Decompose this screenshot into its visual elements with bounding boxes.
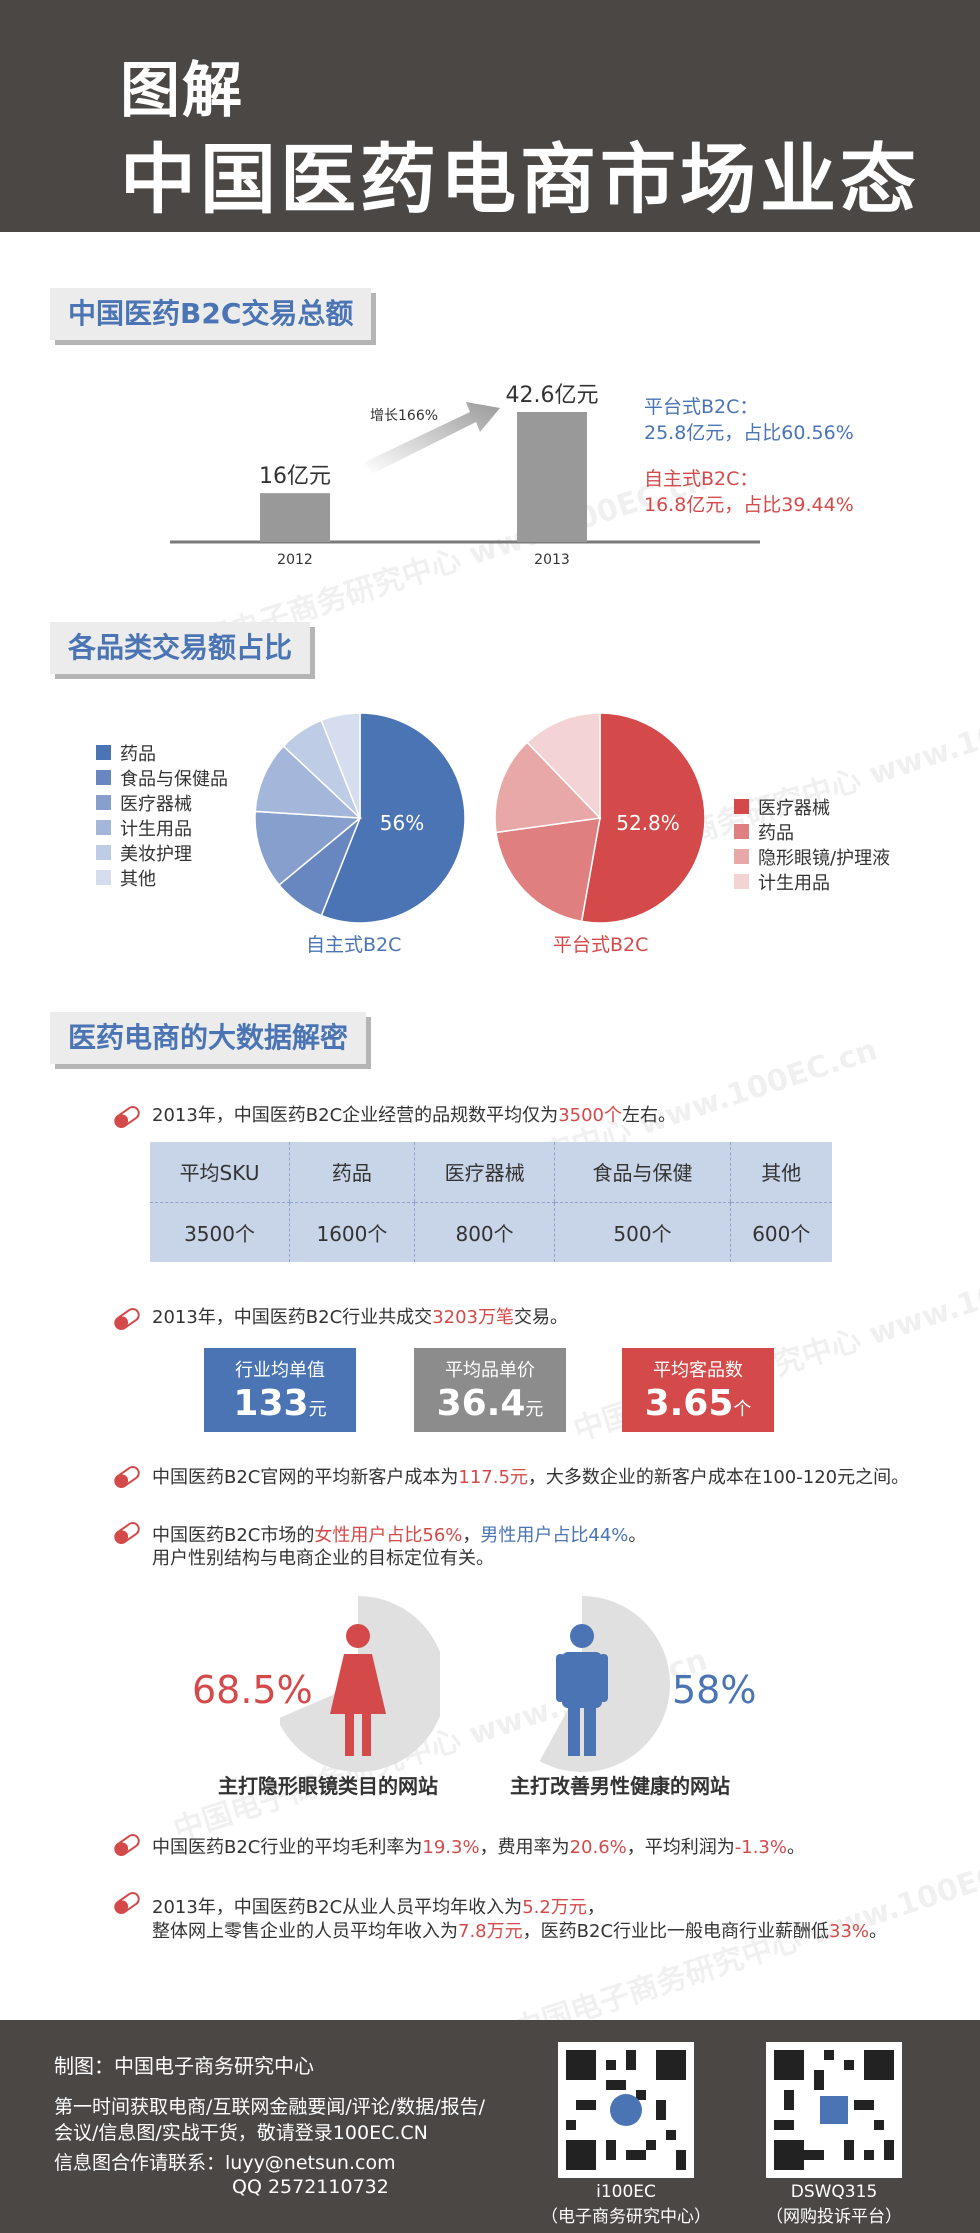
pill-icon xyxy=(114,1307,140,1331)
legend-item: 药品 xyxy=(734,819,890,844)
legend-item: 隐形眼镜/护理液 xyxy=(734,844,890,869)
section-title-total: 中国医药B2C交易总额 xyxy=(50,288,372,340)
legend-item: 食品与保健品 xyxy=(96,765,228,790)
table-header-cell: 其他 xyxy=(729,1142,832,1203)
table-cell: 1600个 xyxy=(289,1202,415,1262)
pie-slice-3 xyxy=(254,745,363,819)
data-label-2013: 42.6亿元 xyxy=(506,383,599,408)
legend-item: 医疗器械 xyxy=(734,794,890,819)
male-icon xyxy=(556,1624,608,1756)
stat-avg-price: 平均品单价 36.4元 xyxy=(414,1348,566,1432)
pie-slice-0 xyxy=(580,712,706,924)
female-caption: 主打隐形眼镜类目的网站 xyxy=(218,1774,438,1798)
table-row: 3500个 1600个 800个 500个 600个 xyxy=(150,1202,832,1262)
female-percent: 68.5% xyxy=(192,1668,313,1712)
section-title-bigdata: 医药电商的大数据解密 xyxy=(50,1012,367,1064)
legend-platform: 医疗器械 药品 隐形眼镜/护理液 计生用品 xyxy=(734,794,890,894)
pie-platform: 52.8% xyxy=(494,712,706,924)
table-header-cell: 平均SKU xyxy=(150,1142,290,1203)
bullet-sku: 2013年，中国医药B2C企业经营的品规数平均仅为3500个左右。 xyxy=(152,1105,676,1126)
table-header-cell: 医疗器械 xyxy=(413,1142,555,1203)
self-note: 自主式B2C： 16.8亿元，占比39.44% xyxy=(644,468,854,516)
pill-icon xyxy=(114,1521,140,1545)
legend-self: 药品 食品与保健品 医疗器械 计生用品 美妆护理 其他 xyxy=(96,740,228,890)
section-title-category: 各品类交易额占比 xyxy=(50,622,311,674)
footer-line: 会议/信息图/实战干货，敬请登录100EC.CN xyxy=(54,2122,428,2144)
table-cell: 800个 xyxy=(413,1202,555,1262)
sku-table: 平均SKU 药品 医疗器械 食品与保健 其他 3500个 1600个 800个 … xyxy=(150,1142,832,1262)
female-gauge xyxy=(280,1596,440,1772)
male-gauge xyxy=(539,1596,670,1772)
table-header-cell: 药品 xyxy=(289,1142,415,1203)
legend-item: 计生用品 xyxy=(96,815,228,840)
pill-icon xyxy=(114,1891,140,1915)
bar-2012 xyxy=(260,493,330,542)
page-title: 中国医药电商市场业态 xyxy=(120,135,920,224)
qr-icon xyxy=(774,2050,894,2170)
bullet-transactions: 2013年，中国医药B2C行业共成交3203万笔交易。 xyxy=(152,1307,568,1328)
growth-label: 增长166% xyxy=(370,408,438,424)
bullet-margin: 中国医药B2C行业的平均毛利率为19.3%，费用率为20.6%，平均利润为-1.… xyxy=(152,1837,805,1858)
qr-caption: DSWQ315 （网购投诉平台） xyxy=(766,2182,902,2227)
male-percent: 58% xyxy=(672,1668,757,1712)
table-header-cell: 食品与保健 xyxy=(554,1142,731,1203)
female-icon xyxy=(330,1624,386,1756)
growth-arrow xyxy=(365,402,500,474)
bullet-customer-cost: 中国医药B2C官网的平均新客户成本为117.5元，大多数企业的新客户成本在100… xyxy=(152,1467,910,1488)
stat-avg-order: 行业均单值 133元 xyxy=(204,1348,356,1432)
stat-avg-items: 平均客品数 3.65个 xyxy=(622,1348,774,1432)
pie-platform-title: 平台式B2C xyxy=(553,934,649,956)
qr-code-dswq315[interactable] xyxy=(766,2042,902,2178)
tick-label-2013: 2013 xyxy=(534,552,570,568)
male-caption: 主打改善男性健康的网站 xyxy=(510,1774,730,1798)
page-footer: 制图：中国电子商务研究中心 第一时间获取电商/互联网金融要闻/评论/数据/报告/… xyxy=(0,2020,980,2233)
table-cell: 500个 xyxy=(554,1202,731,1262)
qr-icon xyxy=(566,2050,686,2170)
bullet-income: 2013年，中国医药B2C从业人员平均年收入为5.2万元， 整体网上零售企业的人… xyxy=(152,1897,888,1942)
pill-icon xyxy=(114,1833,140,1857)
legend-item: 药品 xyxy=(96,740,228,765)
pill-icon xyxy=(114,1105,140,1129)
pie-slice-1 xyxy=(495,817,601,923)
table-cell: 3500个 xyxy=(184,1221,255,1246)
tick-label-2012: 2012 xyxy=(277,552,313,568)
legend-item: 医疗器械 xyxy=(96,790,228,815)
pie-slice-2 xyxy=(254,810,362,886)
pie-slice-2 xyxy=(494,741,602,834)
pie-slice-5 xyxy=(320,712,361,819)
pie-platform-center-label: 52.8% xyxy=(616,811,680,835)
legend-item: 计生用品 xyxy=(734,869,890,894)
table-cell: 600个 xyxy=(729,1202,832,1262)
footer-contact-email[interactable]: 信息图合作请联系：luyy@netsun.com xyxy=(54,2152,396,2174)
legend-item: 美妆护理 xyxy=(96,840,228,865)
footer-line: 第一时间获取电商/互联网金融要闻/评论/数据/报告/ xyxy=(54,2096,486,2118)
pill-icon xyxy=(114,1465,140,1489)
pie-self-center-label: 56% xyxy=(380,811,424,835)
bullet-gender: 中国医药B2C市场的女性用户占比56%，男性用户占比44%。 用户性别结构与电商… xyxy=(152,1525,647,1569)
pie-slice-3 xyxy=(526,712,601,820)
bar-chart-total: 16亿元 42.6亿元 2012 2013 增长166% xyxy=(170,383,760,568)
legend-item: 其他 xyxy=(96,865,228,890)
title-small: 图解 xyxy=(120,56,244,126)
pie-self-title: 自主式B2C xyxy=(306,934,402,956)
qr-caption: i100EC （电子商务研究中心） xyxy=(541,2182,711,2227)
pie-self: 56% xyxy=(254,712,466,924)
footer-maker: 制图：中国电子商务研究中心 xyxy=(54,2054,314,2078)
page-header: 图解 中国医药电商市场业态 xyxy=(0,0,980,232)
table-header-row: 平均SKU 药品 医疗器械 食品与保健 其他 xyxy=(150,1142,832,1203)
qr-code-i100ec[interactable] xyxy=(558,2042,694,2178)
platform-note: 平台式B2C： 25.8亿元，占比60.56% xyxy=(644,396,854,444)
pie-slice-0 xyxy=(320,712,466,924)
footer-contact-qq: QQ 2572110732 xyxy=(232,2176,389,2198)
data-label-2012: 16亿元 xyxy=(259,464,331,489)
bar-2013 xyxy=(517,412,587,542)
